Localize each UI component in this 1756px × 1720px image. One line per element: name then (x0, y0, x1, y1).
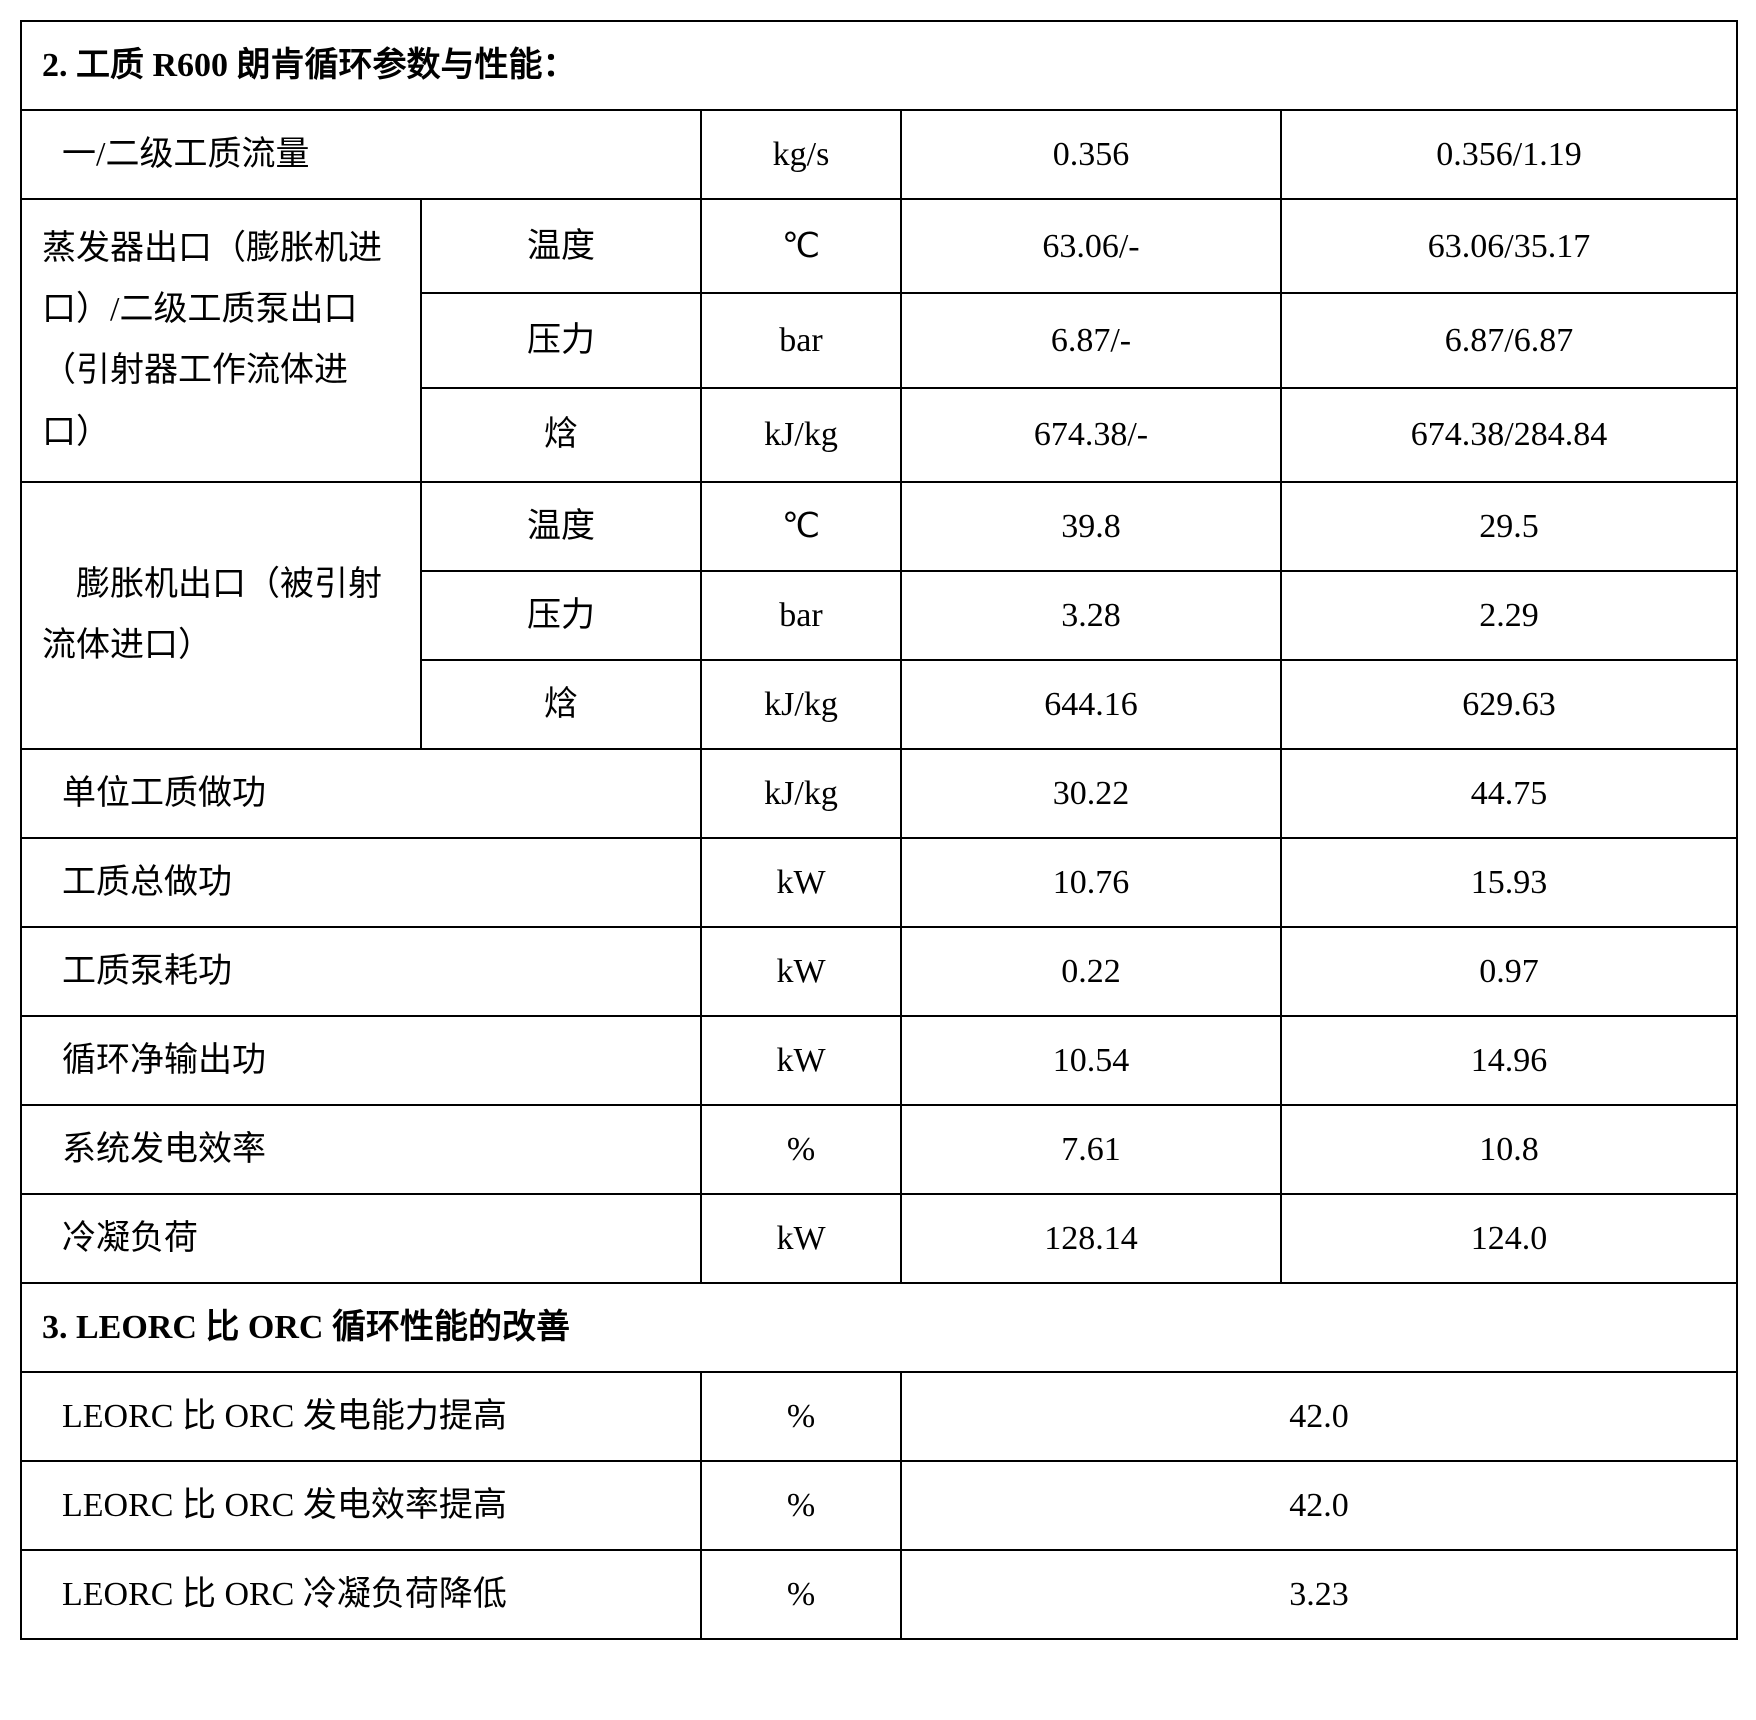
section3-title: 3. LEORC 比 ORC 循环性能的改善 (21, 1283, 1737, 1372)
row-unitwork: 单位工质做功 kJ/kg 30.22 44.75 (21, 749, 1737, 838)
evap-temp-unit: ℃ (701, 199, 901, 293)
evap-enth-unit: kJ/kg (701, 388, 901, 482)
expander-enth-v2: 629.63 (1281, 660, 1737, 749)
pumpwork-v1: 0.22 (901, 927, 1281, 1016)
s3-cond-label: LEORC 比 ORC 冷凝负荷降低 (21, 1550, 701, 1639)
section3-header-row: 3. LEORC 比 ORC 循环性能的改善 (21, 1283, 1737, 1372)
section2-header-row: 2. 工质 R600 朗肯循环参数与性能： (21, 21, 1737, 110)
netout-unit: kW (701, 1016, 901, 1105)
pumpwork-v2: 0.97 (1281, 927, 1737, 1016)
flow-v1: 0.356 (901, 110, 1281, 199)
eff-unit: % (701, 1105, 901, 1194)
cond-label: 冷凝负荷 (21, 1194, 701, 1283)
cond-v2: 124.0 (1281, 1194, 1737, 1283)
pumpwork-unit: kW (701, 927, 901, 1016)
expander-temp-v2: 29.5 (1281, 482, 1737, 571)
eff-v2: 10.8 (1281, 1105, 1737, 1194)
expander-label: 膨胀机出口（被引射流体进口） (21, 482, 421, 749)
totalwork-label: 工质总做功 (21, 838, 701, 927)
netout-label: 循环净输出功 (21, 1016, 701, 1105)
cond-v1: 128.14 (901, 1194, 1281, 1283)
expander-temp-v1: 39.8 (901, 482, 1281, 571)
eff-v1: 7.61 (901, 1105, 1281, 1194)
unitwork-unit: kJ/kg (701, 749, 901, 838)
expander-enth-unit: kJ/kg (701, 660, 901, 749)
section2-title: 2. 工质 R600 朗肯循环参数与性能： (21, 21, 1737, 110)
unitwork-v1: 30.22 (901, 749, 1281, 838)
pumpwork-label: 工质泵耗功 (21, 927, 701, 1016)
row-evap-temp: 蒸发器出口（膨胀机进口）/二级工质泵出口（引射器工作流体进口） 温度 ℃ 63.… (21, 199, 1737, 293)
evap-temp-v1: 63.06/- (901, 199, 1281, 293)
evap-temp-sub: 温度 (421, 199, 701, 293)
row-s3-eff: LEORC 比 ORC 发电效率提高 % 42.0 (21, 1461, 1737, 1550)
parameters-table: 2. 工质 R600 朗肯循环参数与性能： 一/二级工质流量 kg/s 0.35… (20, 20, 1738, 1640)
expander-temp-sub: 温度 (421, 482, 701, 571)
evap-enth-v1: 674.38/- (901, 388, 1281, 482)
row-s3-cond: LEORC 比 ORC 冷凝负荷降低 % 3.23 (21, 1550, 1737, 1639)
flow-unit: kg/s (701, 110, 901, 199)
row-eff: 系统发电效率 % 7.61 10.8 (21, 1105, 1737, 1194)
unitwork-v2: 44.75 (1281, 749, 1737, 838)
expander-pres-sub: 压力 (421, 571, 701, 660)
flow-label: 一/二级工质流量 (21, 110, 701, 199)
totalwork-v1: 10.76 (901, 838, 1281, 927)
s3-cond-val: 3.23 (901, 1550, 1737, 1639)
s3-cap-unit: % (701, 1372, 901, 1461)
row-flow: 一/二级工质流量 kg/s 0.356 0.356/1.19 (21, 110, 1737, 199)
netout-v1: 10.54 (901, 1016, 1281, 1105)
expander-pres-v1: 3.28 (901, 571, 1281, 660)
totalwork-unit: kW (701, 838, 901, 927)
s3-eff-label: LEORC 比 ORC 发电效率提高 (21, 1461, 701, 1550)
row-expander-temp: 膨胀机出口（被引射流体进口） 温度 ℃ 39.8 29.5 (21, 482, 1737, 571)
eff-label: 系统发电效率 (21, 1105, 701, 1194)
evap-temp-v2: 63.06/35.17 (1281, 199, 1737, 293)
s3-cap-val: 42.0 (901, 1372, 1737, 1461)
evap-pres-v2: 6.87/6.87 (1281, 293, 1737, 387)
row-s3-cap: LEORC 比 ORC 发电能力提高 % 42.0 (21, 1372, 1737, 1461)
s3-cond-unit: % (701, 1550, 901, 1639)
row-netout: 循环净输出功 kW 10.54 14.96 (21, 1016, 1737, 1105)
s3-eff-unit: % (701, 1461, 901, 1550)
expander-enth-sub: 焓 (421, 660, 701, 749)
netout-v2: 14.96 (1281, 1016, 1737, 1105)
evap-pres-unit: bar (701, 293, 901, 387)
evap-label: 蒸发器出口（膨胀机进口）/二级工质泵出口（引射器工作流体进口） (21, 199, 421, 482)
evap-pres-sub: 压力 (421, 293, 701, 387)
s3-cap-label: LEORC 比 ORC 发电能力提高 (21, 1372, 701, 1461)
row-pumpwork: 工质泵耗功 kW 0.22 0.97 (21, 927, 1737, 1016)
evap-enth-sub: 焓 (421, 388, 701, 482)
expander-temp-unit: ℃ (701, 482, 901, 571)
totalwork-v2: 15.93 (1281, 838, 1737, 927)
expander-enth-v1: 644.16 (901, 660, 1281, 749)
row-cond: 冷凝负荷 kW 128.14 124.0 (21, 1194, 1737, 1283)
expander-pres-v2: 2.29 (1281, 571, 1737, 660)
flow-v2: 0.356/1.19 (1281, 110, 1737, 199)
evap-pres-v1: 6.87/- (901, 293, 1281, 387)
unitwork-label: 单位工质做功 (21, 749, 701, 838)
row-totalwork: 工质总做功 kW 10.76 15.93 (21, 838, 1737, 927)
expander-pres-unit: bar (701, 571, 901, 660)
evap-enth-v2: 674.38/284.84 (1281, 388, 1737, 482)
cond-unit: kW (701, 1194, 901, 1283)
s3-eff-val: 42.0 (901, 1461, 1737, 1550)
